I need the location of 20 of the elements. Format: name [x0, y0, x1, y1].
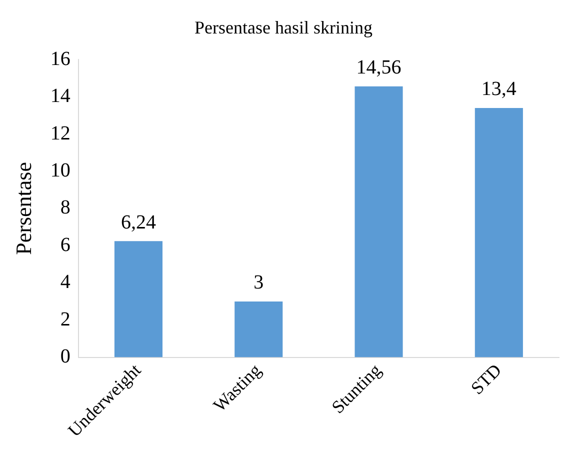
bar — [234, 301, 283, 358]
y-tick-label: 6 — [60, 234, 70, 256]
data-label: 14,56 — [356, 56, 402, 79]
bar — [354, 86, 403, 358]
x-tick-label: STD — [466, 360, 506, 398]
bar — [114, 241, 163, 358]
bar — [474, 108, 523, 358]
y-tick-label: 16 — [50, 48, 70, 70]
data-label: 13,4 — [481, 78, 516, 100]
y-tick-label: 4 — [60, 271, 70, 294]
data-label: 3 — [254, 272, 264, 294]
y-axis-title: Persentase — [10, 162, 36, 255]
y-tick-label: 8 — [60, 196, 70, 219]
chart-title: Persentase hasil skrining — [194, 18, 372, 38]
y-tick-label: 10 — [50, 159, 70, 182]
y-tick-label: 14 — [50, 85, 70, 108]
y-tick-label: 12 — [50, 122, 70, 144]
y-tick-label: 2 — [60, 308, 70, 330]
y-tick-label: 0 — [60, 346, 70, 368]
data-label: 6,24 — [120, 211, 156, 234]
